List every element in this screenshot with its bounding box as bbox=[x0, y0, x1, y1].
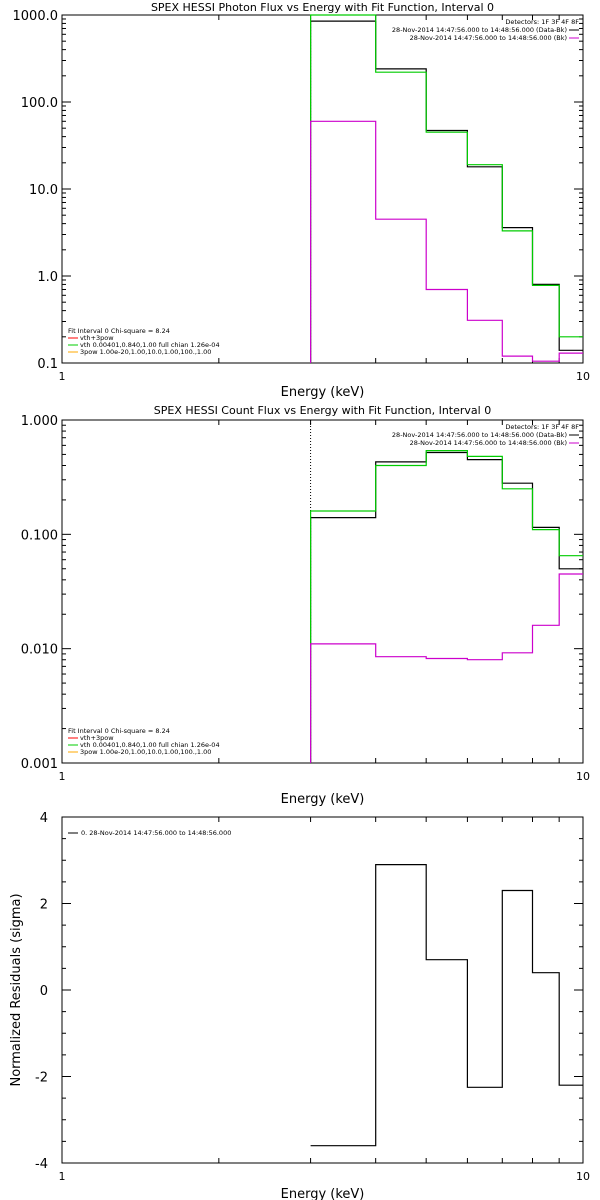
legend-item-label: vth 0.00401,0.840,1.00 full chian 1.26e-… bbox=[80, 341, 220, 349]
time-range-data-label: 28-Nov-2014 14:47:56.000 to 14:48:56.000… bbox=[392, 431, 567, 439]
y-tick-label: 0.001 bbox=[21, 757, 58, 772]
x-tick-label: 1 bbox=[59, 1170, 66, 1183]
plot-frame bbox=[61, 816, 584, 1164]
y-tick-label: -4 bbox=[35, 1157, 48, 1172]
x-axis-label: Energy (keV) bbox=[281, 792, 365, 807]
y-tick-label: 1000.0 bbox=[13, 9, 59, 24]
y-tick-label: 4 bbox=[40, 811, 48, 826]
x-tick-label: 10 bbox=[576, 770, 590, 783]
series-line bbox=[310, 450, 583, 763]
y-tick-label: 1.000 bbox=[21, 414, 58, 429]
y-tick-label: 0 bbox=[40, 984, 48, 999]
y-tick-label: 0.010 bbox=[21, 643, 58, 658]
x-tick-label: 1 bbox=[59, 370, 66, 383]
series-line bbox=[310, 451, 583, 763]
detectors-label: Detectors: 1F 3F 4F 8F bbox=[505, 18, 579, 26]
legend-item-label: 0. 28-Nov-2014 14:47:56.000 to 14:48:56.… bbox=[81, 829, 231, 837]
series-line bbox=[310, 20, 583, 363]
y-tick-label: 1.0 bbox=[37, 270, 58, 285]
series-line bbox=[310, 14, 583, 363]
x-axis-label: Energy (keV) bbox=[281, 385, 365, 400]
fit-legend-header: Fit Interval 0 Chi-square = 8.24 bbox=[68, 327, 170, 335]
series-line bbox=[310, 864, 583, 1147]
series-line bbox=[310, 573, 583, 763]
chart-title: SPEX HESSI Count Flux vs Energy with Fit… bbox=[154, 404, 491, 417]
x-axis-label: Energy (keV) bbox=[281, 1187, 365, 1200]
y-tick-label: 100.0 bbox=[21, 96, 58, 111]
x-tick-label: 10 bbox=[576, 1170, 590, 1183]
chart-title: SPEX HESSI Photon Flux vs Energy with Fi… bbox=[151, 1, 494, 14]
time-range-data-label: 28-Nov-2014 14:47:56.000 to 14:48:56.000… bbox=[392, 26, 567, 34]
y-tick-label: 2 bbox=[40, 898, 48, 913]
plot-frame bbox=[61, 14, 584, 364]
x-tick-label: 10 bbox=[576, 370, 590, 383]
y-tick-label: 0.100 bbox=[21, 528, 58, 543]
y-tick-label: 10.0 bbox=[29, 183, 58, 198]
time-range-bk-label: 28-Nov-2014 14:47:56.000 to 14:48:56.000… bbox=[410, 439, 567, 447]
legend-item-label: vth+3pow bbox=[80, 734, 114, 742]
legend-item-label: vth 0.00401,0.840,1.00 full chian 1.26e-… bbox=[80, 741, 220, 749]
fit-legend-header: Fit Interval 0 Chi-square = 8.24 bbox=[68, 727, 170, 735]
legend-item-label: vth+3pow bbox=[80, 334, 114, 342]
y-axis-label: Normalized Residuals (sigma) bbox=[9, 893, 24, 1086]
y-tick-label: -2 bbox=[35, 1071, 48, 1086]
detectors-label: Detectors: 1F 3F 4F 8F bbox=[505, 423, 579, 431]
series-line bbox=[310, 120, 583, 363]
y-tick-label: 0.1 bbox=[37, 357, 58, 372]
legend-item-label: 3pow 1.00e-20,1.00,10.0,1.00,100.,1.00 bbox=[80, 348, 211, 356]
legend-item-label: 3pow 1.00e-20,1.00,10.0,1.00,100.,1.00 bbox=[80, 748, 211, 756]
x-tick-label: 1 bbox=[59, 770, 66, 783]
plot-frame bbox=[61, 419, 584, 764]
time-range-bk-label: 28-Nov-2014 14:47:56.000 to 14:48:56.000… bbox=[410, 34, 567, 42]
